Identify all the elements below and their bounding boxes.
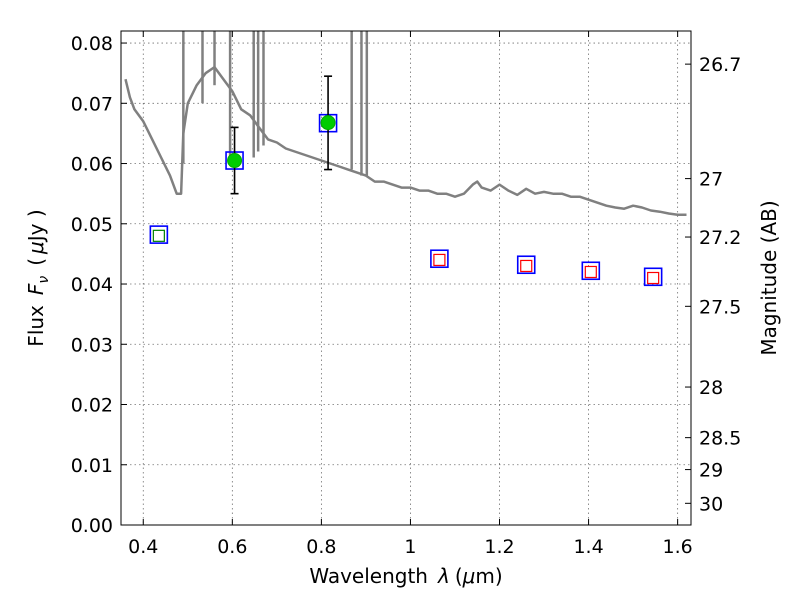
y2-tick-label: 26.7	[699, 54, 741, 76]
x-tick-label: 0.6	[217, 536, 247, 558]
axis-ticks: 0.4 0.6 0.8 1 1.2 1.4 1.6 0.00 0.01 0.02 0.03 0.04 0…	[71, 31, 741, 558]
y2-tick-label: 27	[699, 169, 723, 191]
x-tick-label: 0.4	[128, 536, 158, 558]
blue-square-marker	[149, 225, 169, 244]
red-square-marker	[647, 271, 660, 285]
y2-tick-label: 30	[699, 493, 723, 515]
y-tick-label: 0.03	[71, 334, 113, 356]
green-data-point	[227, 153, 243, 169]
y2-tick-label: 27.2	[699, 227, 741, 249]
y2-tick-label: 29	[699, 460, 723, 482]
y-tick-label: 0.02	[71, 395, 113, 417]
model-spectrum-line	[124, 65, 687, 216]
x-tick-label: 1	[404, 536, 416, 558]
y2-axis-label: Magnitude (AB)	[757, 200, 781, 355]
y-tick-label: 0.04	[71, 274, 113, 296]
blue-square-marker	[581, 261, 601, 281]
y-tick-label: 0.05	[71, 214, 113, 236]
green-data-point	[320, 115, 336, 131]
y2-tick-label: 28	[699, 377, 723, 399]
red-square-marker	[433, 253, 446, 267]
x-tick-label: 1.2	[484, 536, 514, 558]
red-square-marker	[584, 265, 597, 279]
y2-tick-label: 28.5	[699, 428, 741, 450]
red-square-marker	[520, 259, 533, 273]
x-axis-label: Wavelength λ (μm)	[309, 564, 502, 588]
model-spectrum	[124, 31, 687, 216]
x-tick-label: 0.8	[306, 536, 336, 558]
y-tick-label: 0.08	[71, 33, 113, 55]
green-square-marker	[152, 229, 165, 242]
blue-square-marker	[516, 255, 536, 275]
y-axis-label: FluxFν(μJy )	[24, 209, 52, 346]
data-markers	[149, 75, 663, 287]
x-tick-label: 1.6	[663, 536, 693, 558]
x-tick-label: 1.4	[573, 536, 603, 558]
y-tick-label: 0.06	[71, 154, 113, 176]
blue-square-marker	[643, 267, 663, 287]
plot-frame	[120, 30, 692, 526]
y-tick-label: 0.07	[71, 93, 113, 115]
y-tick-label: 0.00	[71, 515, 113, 537]
y-tick-label: 0.01	[71, 455, 113, 477]
grid	[121, 31, 691, 526]
blue-square-marker	[430, 249, 449, 269]
y2-tick-label: 27.5	[699, 296, 741, 318]
